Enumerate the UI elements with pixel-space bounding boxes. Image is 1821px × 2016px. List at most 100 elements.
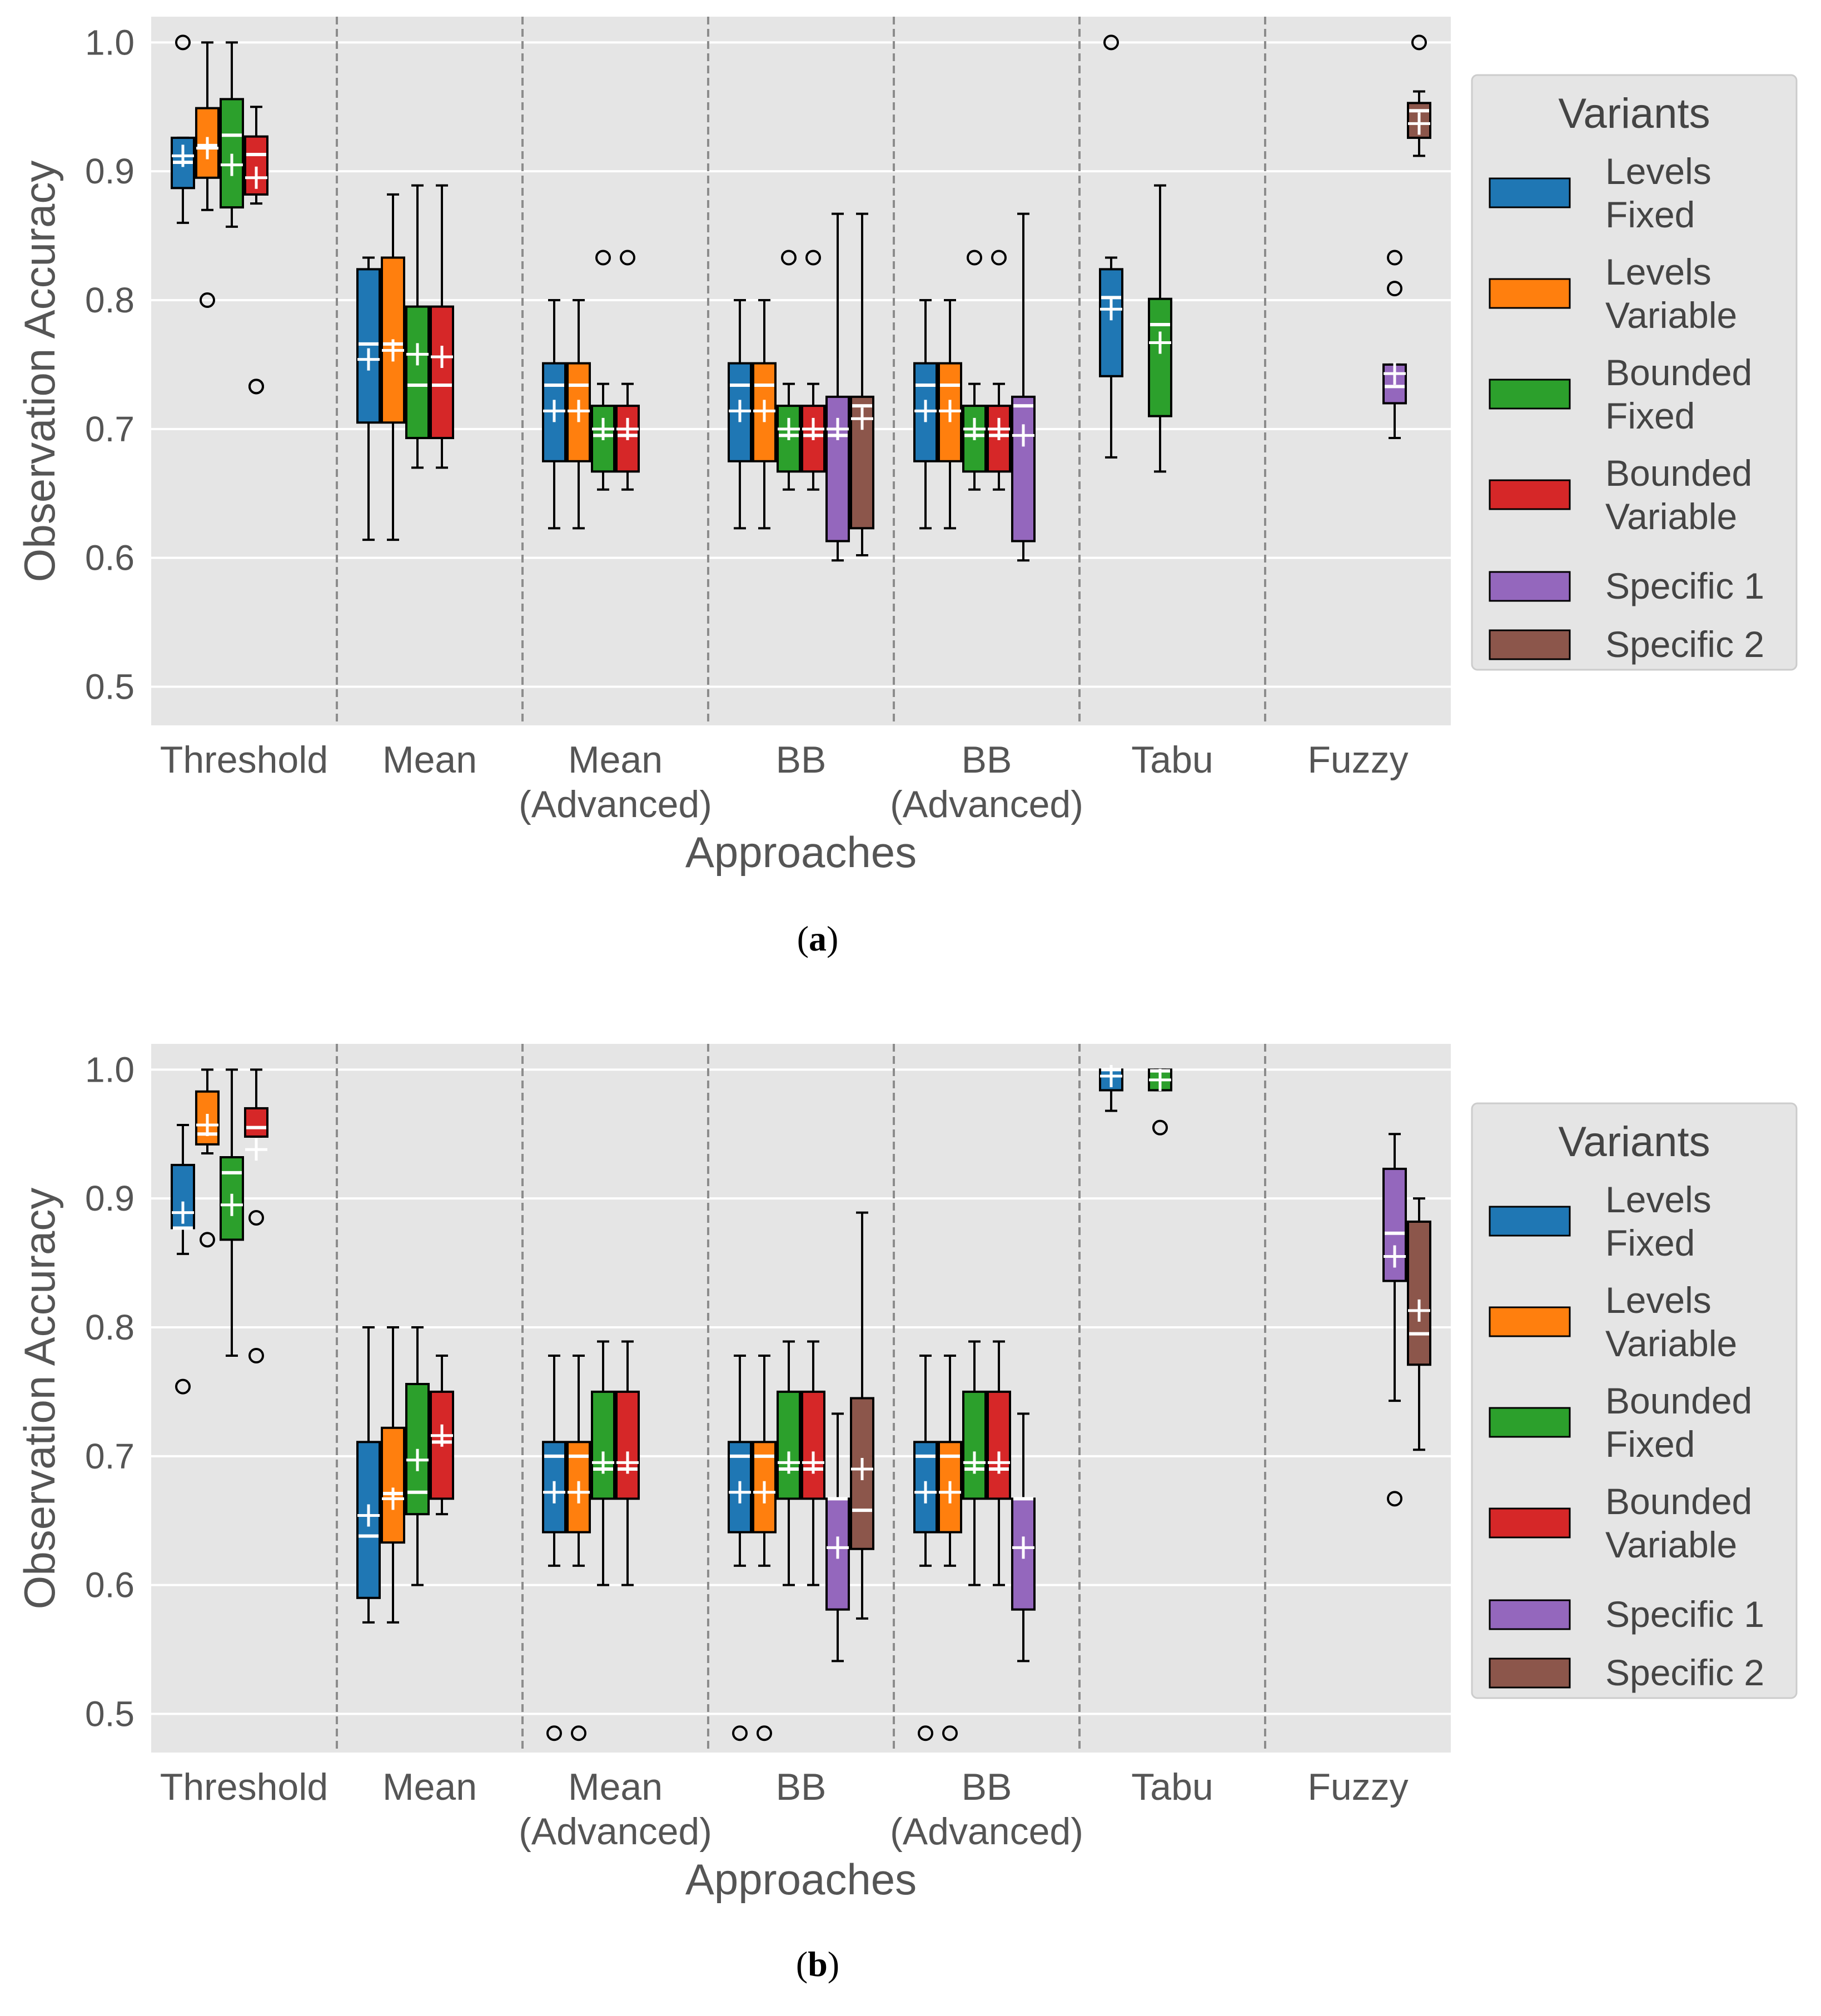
legend-label: Bounded Fixed bbox=[1605, 1380, 1752, 1465]
x-tick-label: Fuzzy bbox=[1307, 739, 1408, 781]
mean-marker bbox=[592, 1451, 614, 1474]
box-iqr bbox=[430, 305, 454, 440]
outlier-point bbox=[732, 1725, 748, 1741]
mean-marker bbox=[382, 1487, 404, 1510]
mean-marker bbox=[382, 339, 404, 362]
legend-swatch bbox=[1489, 1407, 1571, 1438]
mean-marker bbox=[729, 1481, 751, 1504]
mean-marker bbox=[543, 1481, 565, 1504]
legend-label: Bounded Variable bbox=[1605, 452, 1752, 537]
outlier-point bbox=[175, 1378, 191, 1395]
box-levels-variable bbox=[381, 193, 405, 541]
legend-swatch bbox=[1489, 1306, 1571, 1337]
box-iqr bbox=[244, 1107, 268, 1138]
outlier-point bbox=[805, 250, 821, 266]
panel-caption: (a) bbox=[797, 919, 839, 958]
legend-entry: Levels Variable bbox=[1489, 1280, 1737, 1364]
legend-entry: Specific 1 bbox=[1489, 1594, 1764, 1635]
box-iqr bbox=[777, 1390, 801, 1500]
x-tick-label: Mean bbox=[382, 1766, 477, 1808]
box-levels-fixed bbox=[1099, 1064, 1123, 1112]
mean-marker bbox=[245, 166, 267, 189]
x-tick-label: Mean bbox=[382, 739, 477, 781]
box-bounded-variable bbox=[615, 250, 640, 491]
y-tick-label: 0.9 bbox=[85, 151, 135, 191]
legend-swatch bbox=[1489, 1657, 1571, 1689]
mean-marker bbox=[963, 417, 986, 440]
mean-marker bbox=[245, 1138, 267, 1161]
outlier-point bbox=[757, 1725, 772, 1741]
box-levels-variable bbox=[566, 299, 591, 530]
legend-entry: Levels Variable bbox=[1489, 251, 1737, 336]
box-levels-variable bbox=[381, 1326, 405, 1624]
box-specific-1 bbox=[1011, 1412, 1036, 1662]
mean-marker bbox=[172, 1201, 194, 1224]
legend-frame bbox=[1471, 1102, 1798, 1699]
mean-marker bbox=[1384, 1245, 1406, 1268]
mean-marker bbox=[616, 417, 639, 440]
box-iqr bbox=[1099, 268, 1123, 377]
outlier-point bbox=[918, 1725, 933, 1741]
outlier-point bbox=[571, 1725, 586, 1741]
mean-marker bbox=[851, 1458, 873, 1480]
box-levels-fixed bbox=[356, 256, 381, 541]
mean-marker bbox=[1408, 112, 1430, 135]
legend-label: Bounded Fixed bbox=[1605, 352, 1752, 436]
box-iqr bbox=[1148, 297, 1172, 417]
outlier-point bbox=[1152, 1119, 1168, 1136]
legend-label: Specific 1 bbox=[1605, 1594, 1764, 1635]
mean-marker bbox=[988, 1451, 1010, 1474]
box-levels-fixed bbox=[728, 299, 752, 530]
legend-entry: Bounded Fixed bbox=[1489, 352, 1752, 436]
y-tick-label: 0.8 bbox=[85, 280, 135, 320]
y-tick-label: 1.0 bbox=[85, 22, 135, 62]
legend-swatch bbox=[1489, 1599, 1571, 1630]
box-specific-2 bbox=[850, 212, 874, 556]
x-tick-label: Fuzzy bbox=[1307, 1766, 1408, 1808]
box-levels-fixed bbox=[356, 1326, 381, 1624]
box-iqr bbox=[615, 1390, 640, 1500]
outlier-point bbox=[200, 1232, 215, 1248]
mean-marker bbox=[1012, 424, 1034, 447]
x-tick-label: BB (Advanced) bbox=[890, 1766, 1083, 1853]
box-levels-fixed bbox=[913, 299, 938, 530]
box-iqr bbox=[1407, 1220, 1431, 1366]
box-levels-fixed bbox=[728, 1355, 752, 1741]
mean-marker bbox=[802, 417, 824, 440]
mean-marker bbox=[357, 348, 380, 371]
box-levels-fixed bbox=[1099, 34, 1123, 459]
y-tick-label: 0.9 bbox=[85, 1178, 135, 1218]
y-tick-label: 1.0 bbox=[85, 1049, 135, 1089]
legend-label: Levels Fixed bbox=[1605, 1179, 1711, 1263]
legend-frame bbox=[1471, 74, 1798, 671]
box-bounded-fixed bbox=[1148, 184, 1172, 473]
legend-entry: Bounded Variable bbox=[1489, 1481, 1752, 1565]
plot-background bbox=[151, 17, 1451, 725]
mean-marker bbox=[729, 400, 751, 422]
box-iqr bbox=[1011, 395, 1036, 542]
legend-swatch bbox=[1489, 1206, 1571, 1237]
x-axis-label: Approaches bbox=[685, 828, 917, 877]
x-tick-label: Tabu bbox=[1131, 739, 1213, 781]
box-bounded-variable bbox=[430, 1355, 454, 1516]
x-tick-label: Threshold bbox=[160, 1766, 328, 1808]
legend-swatch bbox=[1489, 278, 1571, 309]
mean-marker bbox=[939, 400, 961, 422]
outlier-point bbox=[595, 250, 611, 266]
panel-a: 0.5 0.6 0.7 0.8 0.9 1.0 Threshold Mean Mean (Adva… bbox=[15, 17, 1798, 958]
legend-label: Specific 1 bbox=[1605, 565, 1764, 606]
box-bounded-variable bbox=[801, 1340, 825, 1586]
y-tick-label: 0.5 bbox=[85, 666, 135, 706]
legend-swatch bbox=[1489, 629, 1571, 660]
legend-entry: Bounded Variable bbox=[1489, 452, 1752, 537]
box-bounded-fixed bbox=[220, 1068, 244, 1357]
legend-label: Levels Variable bbox=[1605, 251, 1737, 336]
box-iqr bbox=[356, 268, 381, 424]
legend-label: Levels Variable bbox=[1605, 1280, 1737, 1364]
box-bounded-fixed bbox=[591, 250, 615, 491]
x-tick-label: Tabu bbox=[1131, 1766, 1213, 1808]
panel-caption: (b) bbox=[796, 1944, 839, 1984]
mean-marker bbox=[914, 400, 937, 422]
box-levels-fixed bbox=[542, 1355, 566, 1741]
box-iqr bbox=[801, 1390, 825, 1500]
